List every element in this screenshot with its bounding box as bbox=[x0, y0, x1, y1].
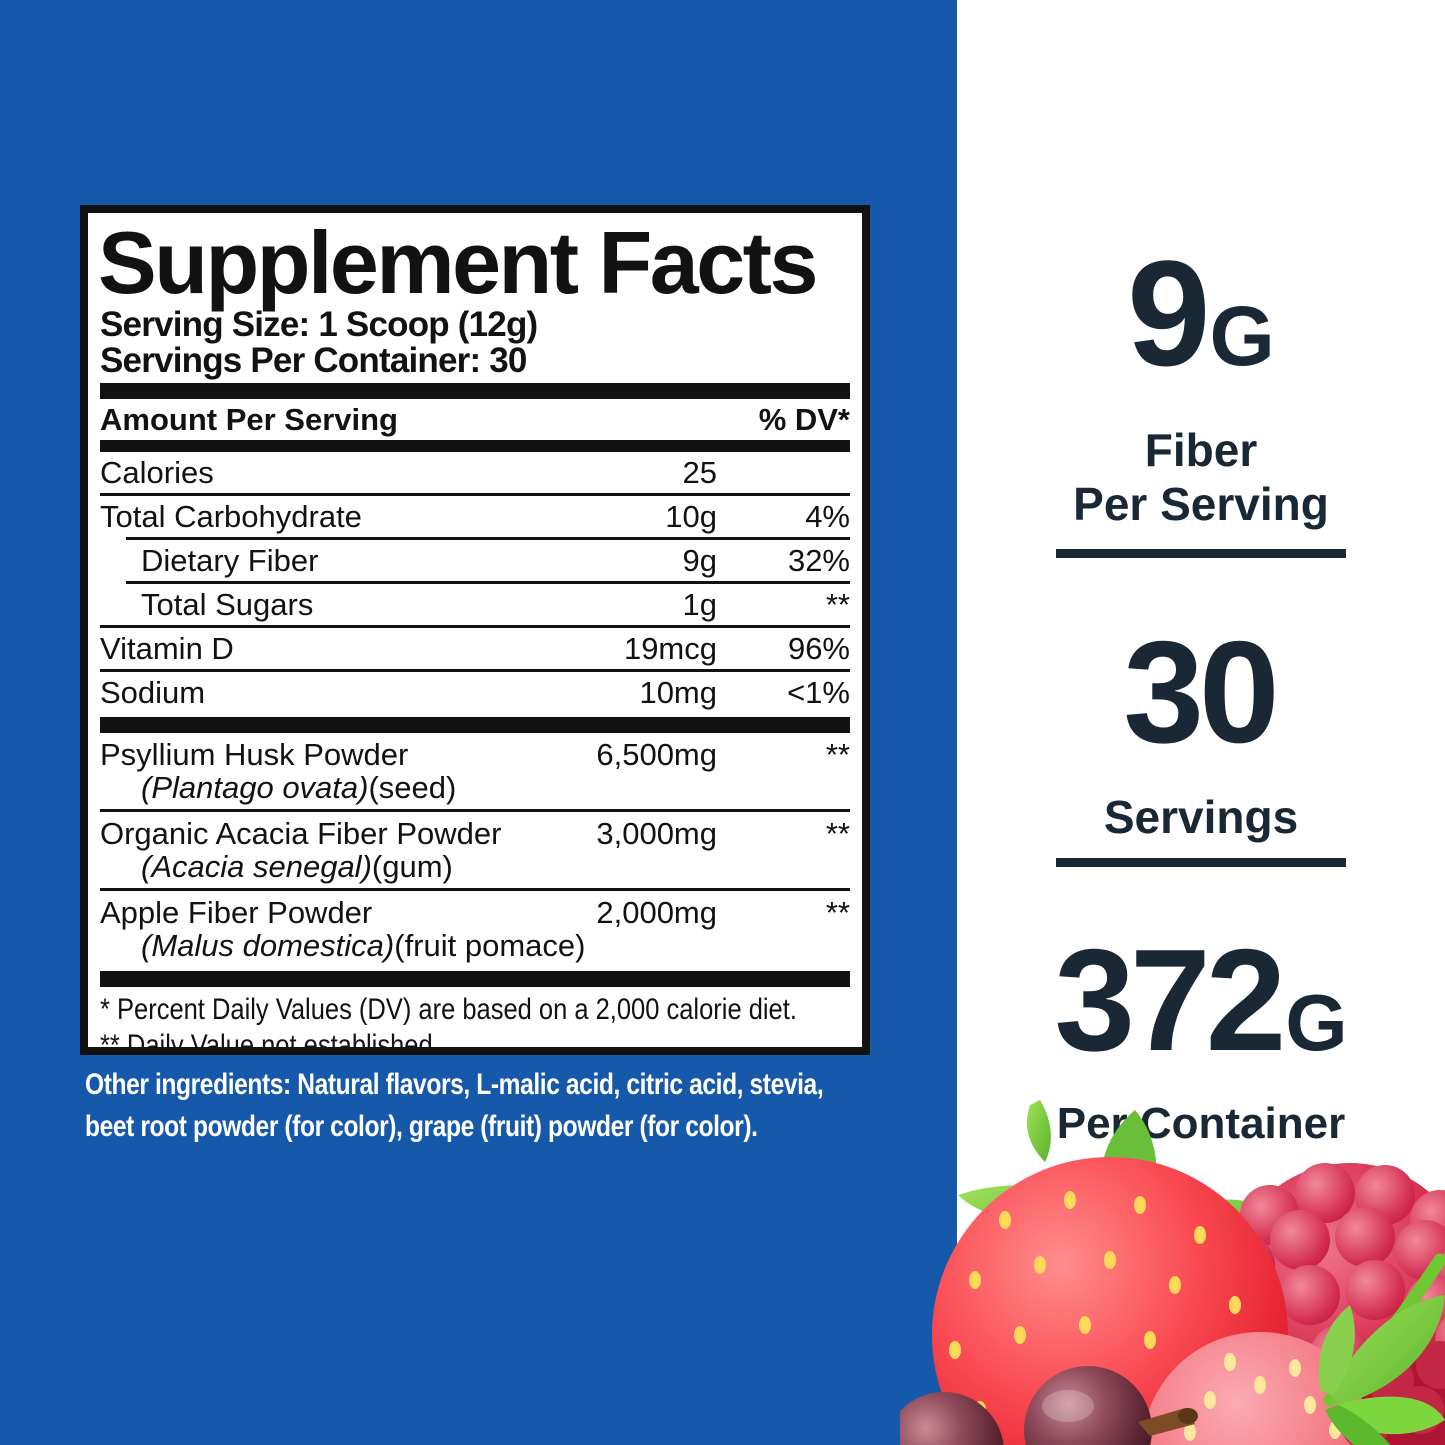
nutrient-label: Total Sugars bbox=[141, 587, 314, 622]
percent-dv-header: % DV* bbox=[758, 402, 850, 437]
thick-divider-bar bbox=[100, 440, 850, 452]
stat-label: Fiber Per Serving bbox=[957, 423, 1445, 531]
nutrient-amount: 10mg bbox=[639, 675, 717, 710]
servings-value: 30 bbox=[957, 620, 1445, 786]
stat-label: Servings bbox=[957, 790, 1445, 844]
amount-per-serving-header: Amount Per Serving bbox=[100, 402, 398, 437]
stat-divider bbox=[1056, 549, 1346, 558]
stat-number: 372 bbox=[1054, 919, 1286, 1081]
other-ingredients-line-2: beet root powder (for color), grape (fru… bbox=[85, 1110, 758, 1143]
stat-label-line: Fiber bbox=[1144, 424, 1258, 476]
row-divider bbox=[100, 888, 850, 891]
row-divider bbox=[100, 625, 850, 628]
per-container-stat: 372G Per Container bbox=[957, 928, 1445, 1151]
nutrient-label: Calories bbox=[100, 455, 214, 490]
botanical-name: (Acacia senegal) bbox=[141, 849, 372, 884]
table-row-psyllium: Psyllium Husk Powder 6,500mg ** (Plantag… bbox=[100, 733, 850, 809]
row-divider bbox=[100, 669, 850, 672]
highlights-column: 9G Fiber Per Serving 30 Servings 372G Pe… bbox=[957, 0, 1445, 1445]
leaf-image bbox=[1318, 1253, 1445, 1445]
stat-unit: G bbox=[1209, 289, 1275, 383]
row-divider-indented bbox=[126, 537, 850, 540]
table-row-dietary-fiber: Dietary Fiber 9g 32% bbox=[100, 540, 850, 581]
servings-stat: 30 Servings bbox=[957, 620, 1445, 844]
table-row-vitamin-d: Vitamin D 19mcg 96% bbox=[100, 628, 850, 669]
table-row-total-sugars: Total Sugars 1g ** bbox=[100, 584, 850, 625]
nutrient-amount: 25 bbox=[682, 455, 717, 490]
plant-part: (fruit pomace) bbox=[394, 928, 586, 963]
fiber-grams-value: 9G bbox=[957, 238, 1445, 411]
ingredient-amount: 2,000mg bbox=[596, 895, 717, 930]
thick-divider-bar bbox=[100, 717, 850, 733]
footnote-not-established: ** Daily Value not established. bbox=[100, 1029, 440, 1055]
fiber-per-serving-stat: 9G Fiber Per Serving bbox=[957, 238, 1445, 531]
nutrient-label: Sodium bbox=[100, 675, 206, 710]
servings-per-container: Servings Per Container: 30 bbox=[100, 341, 527, 380]
thick-divider-bar bbox=[100, 383, 850, 399]
table-row-acacia: Organic Acacia Fiber Powder 3,000mg ** (… bbox=[100, 812, 850, 888]
nutrient-amount: 19mcg bbox=[623, 631, 717, 666]
currant-image bbox=[900, 1366, 1198, 1445]
botanical-name: (Malus domestica) bbox=[141, 928, 395, 963]
stat-number: 30 bbox=[1123, 611, 1279, 773]
thick-divider-bar bbox=[100, 971, 850, 987]
ingredient-name: Psyllium Husk Powder bbox=[100, 737, 409, 772]
stat-label: Per Container bbox=[957, 1097, 1445, 1151]
stat-unit: G bbox=[1285, 978, 1348, 1067]
panel-title: Supplement Facts bbox=[98, 213, 818, 312]
nutrient-amount: 9g bbox=[682, 543, 717, 578]
stat-label-line: Servings bbox=[1103, 791, 1299, 843]
container-grams-value: 372G bbox=[957, 928, 1445, 1095]
plant-part: (seed) bbox=[368, 770, 457, 805]
table-header-row: Amount Per Serving % DV* bbox=[100, 399, 850, 440]
other-ingredients-text: Other ingredients: Natural flavors, L-ma… bbox=[85, 1064, 987, 1148]
table-row-total-carbohydrate: Total Carbohydrate 10g 4% bbox=[100, 496, 850, 537]
plant-part: (gum) bbox=[371, 849, 453, 884]
row-divider bbox=[100, 809, 850, 812]
stat-divider bbox=[1056, 858, 1346, 867]
nutrient-dv: 4% bbox=[805, 499, 850, 534]
nutrient-dv: <1% bbox=[787, 675, 850, 710]
nutrient-dv: 96% bbox=[787, 631, 850, 666]
nutrient-dv: 32% bbox=[787, 543, 850, 578]
botanical-name: (Plantago ovata) bbox=[141, 770, 369, 805]
serving-size: Serving Size: 1 Scoop (12g) bbox=[100, 305, 538, 344]
stat-label-line: Per Serving bbox=[1073, 478, 1329, 530]
row-divider-indented bbox=[126, 581, 850, 584]
table-row-apple-fiber: Apple Fiber Powder 2,000mg ** (Malus dom… bbox=[100, 891, 850, 967]
table-row-calories: Calories 25 bbox=[100, 452, 850, 493]
ingredient-name: Organic Acacia Fiber Powder bbox=[100, 816, 502, 851]
nutrient-label: Dietary Fiber bbox=[141, 543, 319, 578]
ingredient-botanical-line: (Acacia senegal)(gum) bbox=[141, 850, 850, 883]
ingredient-amount: 6,500mg bbox=[596, 737, 717, 772]
footnote-dv: * Percent Daily Values (DV) are based on… bbox=[100, 993, 797, 1026]
nutrient-label: Total Carbohydrate bbox=[100, 499, 362, 534]
nutrient-amount: 1g bbox=[682, 587, 717, 622]
fruit-photo bbox=[900, 1100, 1445, 1445]
nutrient-amount: 10g bbox=[665, 499, 717, 534]
ingredient-name: Apple Fiber Powder bbox=[100, 895, 373, 930]
stat-label-line: Per Container bbox=[1056, 1099, 1346, 1148]
other-ingredients-line-1: Other ingredients: Natural flavors, L-ma… bbox=[85, 1068, 824, 1101]
nutrient-label: Vitamin D bbox=[100, 631, 234, 666]
ingredient-botanical-line: (Plantago ovata)(seed) bbox=[141, 771, 850, 804]
table-row-sodium: Sodium 10mg <1% bbox=[100, 672, 850, 713]
stat-number: 9 bbox=[1127, 229, 1210, 397]
supplement-facts-panel: Supplement Facts Serving Size: 1 Scoop (… bbox=[80, 205, 870, 1055]
row-divider bbox=[100, 493, 850, 496]
ingredient-dv: ** bbox=[825, 895, 850, 930]
nutrient-dv: ** bbox=[825, 587, 850, 622]
ingredient-dv: ** bbox=[825, 816, 850, 851]
ingredient-amount: 3,000mg bbox=[596, 816, 717, 851]
ingredient-botanical-line: (Malus domestica)(fruit pomace) bbox=[141, 929, 850, 962]
ingredient-dv: ** bbox=[825, 737, 850, 772]
footnotes: * Percent Daily Values (DV) are based on… bbox=[100, 987, 852, 1055]
small-strawberry-image bbox=[1142, 1332, 1378, 1445]
